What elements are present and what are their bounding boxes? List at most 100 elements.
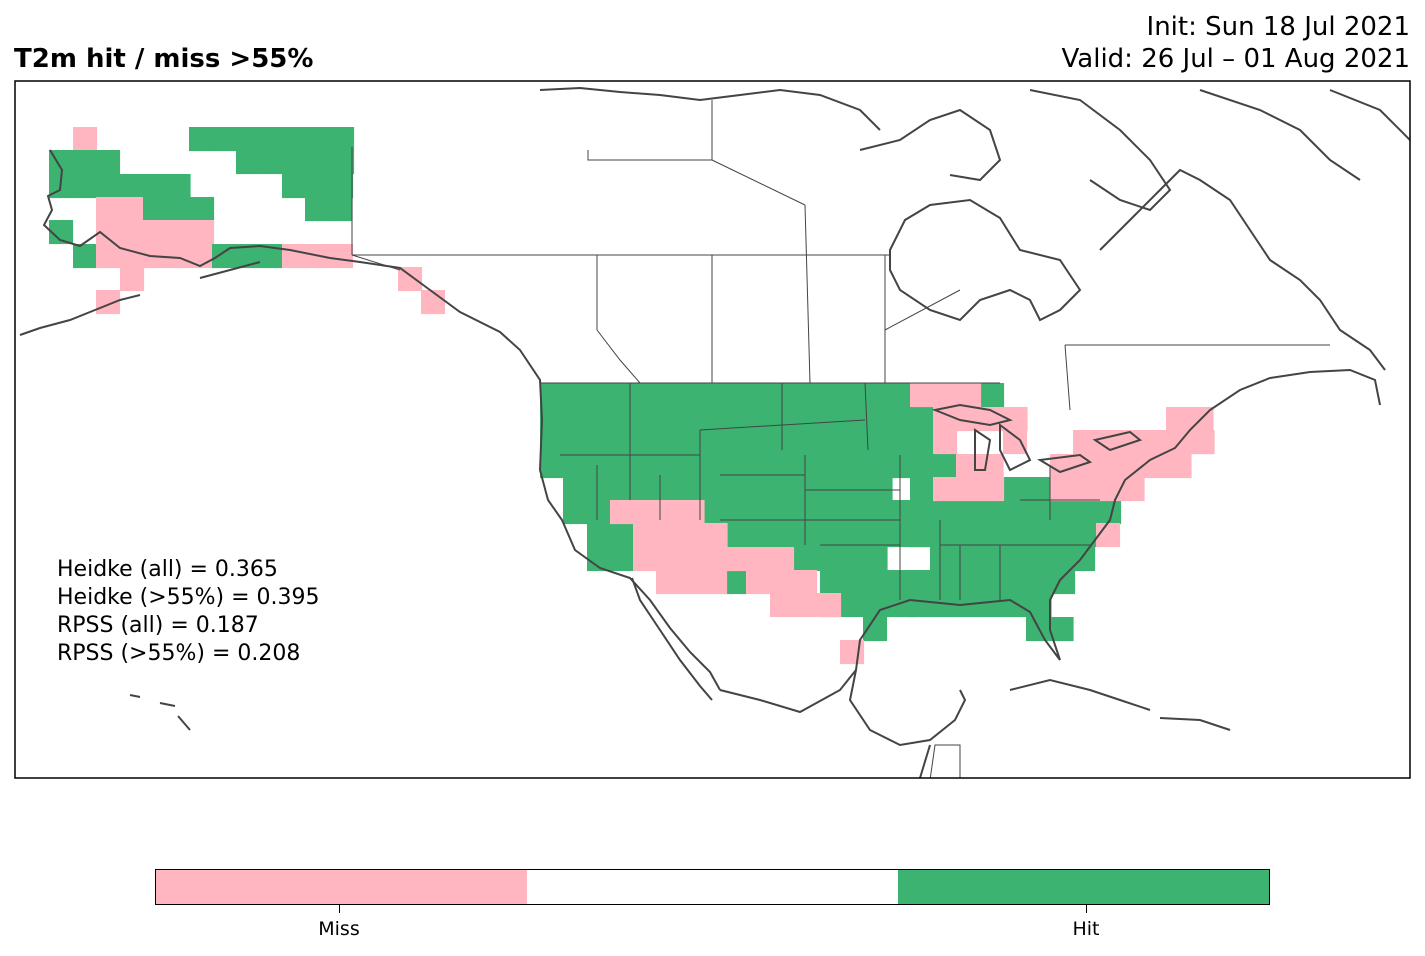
forecast-dates: Init: Sun 18 Jul 2021 Valid: 26 Jul – 01… (1062, 11, 1410, 75)
hit-cell (822, 454, 847, 479)
hit-cell (817, 523, 842, 548)
hit-cell (96, 150, 121, 175)
hit-cell (798, 430, 823, 455)
colorbar-hit (898, 870, 1269, 904)
hit-cell (822, 407, 847, 432)
hit-cell (657, 454, 682, 479)
hit-cell (869, 407, 894, 432)
hit-cell (820, 570, 845, 595)
miss-cell (770, 593, 795, 618)
miss-cell (933, 383, 958, 408)
hit-cell (798, 383, 823, 408)
miss-cell (329, 244, 354, 269)
hit-cell (751, 407, 776, 432)
hit-cell (869, 430, 894, 455)
hit-cell (119, 174, 144, 199)
hit-cell (910, 407, 935, 432)
miss-cell (817, 593, 842, 618)
hit-cell (704, 430, 729, 455)
hit-cell (910, 500, 935, 525)
map-frame (14, 80, 1411, 779)
rpss-all: RPSS (all) = 0.187 (57, 613, 259, 638)
hit-cell (328, 197, 353, 222)
miss-cell (96, 197, 121, 222)
hit-cell (330, 150, 355, 175)
hit-cell (798, 407, 823, 432)
heidke-55: Heidke (>55%) = 0.395 (57, 585, 320, 610)
map-title: T2m hit / miss >55% (14, 44, 314, 74)
hit-cell (869, 454, 894, 479)
colorbar-label-hit: Hit (1072, 918, 1100, 940)
hit-cell (259, 127, 284, 152)
hit-cell (72, 150, 97, 175)
hit-cell (1071, 547, 1096, 572)
hit-cell (953, 547, 978, 572)
hit-cell (563, 383, 588, 408)
miss-cell (680, 500, 705, 525)
hit-cell (1051, 523, 1076, 548)
hit-cell (933, 523, 958, 548)
hit-cell (863, 547, 888, 572)
hit-cell (1027, 523, 1052, 548)
miss-cell (1073, 477, 1098, 502)
hit-cell (793, 547, 818, 572)
hit-cell (843, 593, 868, 618)
hit-cell (1027, 500, 1052, 525)
miss-cell (957, 383, 982, 408)
hit-cell (980, 593, 1005, 618)
hit-cell (190, 197, 215, 222)
hit-cell (910, 593, 935, 618)
miss-cell (1189, 430, 1214, 455)
hit-cell (236, 127, 261, 152)
hit-cell (845, 407, 870, 432)
hit-cell (821, 477, 846, 502)
hit-cell (775, 383, 800, 408)
hit-cell (540, 430, 565, 455)
hit-cell (1000, 547, 1025, 572)
hit-cell (634, 430, 659, 455)
hit-cell (840, 523, 865, 548)
hit-cell (681, 407, 706, 432)
colorbar-tick-miss (339, 905, 340, 913)
hit-cell (236, 150, 261, 175)
miss-cell (1003, 430, 1028, 455)
heidke-all: Heidke (all) = 0.365 (57, 557, 278, 582)
hit-cell (728, 430, 753, 455)
hit-cell (727, 477, 752, 502)
hit-cell (864, 523, 889, 548)
hit-cell (610, 523, 635, 548)
hit-cell (933, 500, 958, 525)
hit-cell (587, 454, 612, 479)
hit-cell (283, 127, 308, 152)
hit-cell (910, 570, 935, 595)
colorbar-label-miss: Miss (318, 918, 360, 940)
hit-cell (751, 454, 776, 479)
hit-cell (910, 430, 935, 455)
hit-cell (867, 570, 892, 595)
miss-cell (679, 570, 704, 595)
hit-cell (933, 570, 958, 595)
hit-cell (166, 174, 191, 199)
hit-cell (845, 454, 870, 479)
hit-cell (1024, 547, 1049, 572)
miss-cell (793, 570, 818, 595)
miss-cell (656, 523, 681, 548)
hit-cell (610, 430, 635, 455)
miss-cell (166, 220, 191, 245)
miss-cell (956, 454, 981, 479)
miss-cell (979, 454, 1004, 479)
miss-cell (723, 547, 748, 572)
miss-cell (933, 477, 958, 502)
borders (351, 100, 1330, 778)
hit-cell (775, 454, 800, 479)
hit-cell (680, 477, 705, 502)
hit-cell (73, 244, 98, 269)
hit-cell (657, 477, 682, 502)
hit-cell (259, 150, 284, 175)
miss-cell (1166, 407, 1191, 432)
hit-cell (746, 523, 771, 548)
hit-cell (587, 383, 612, 408)
hit-cell (657, 430, 682, 455)
hit-cell (910, 454, 935, 479)
hit-cell (587, 523, 612, 548)
